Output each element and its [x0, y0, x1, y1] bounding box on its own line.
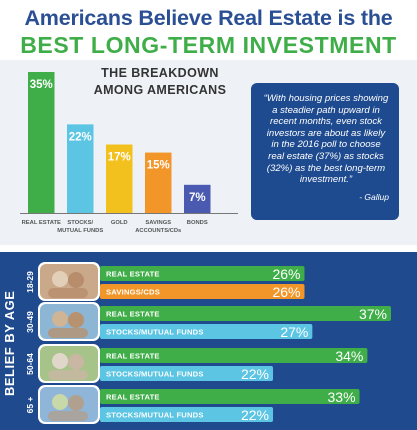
gallup-quote-box: “With housing prices showing a steadier …	[251, 83, 399, 220]
page-title-line2: BEST LONG-TERM INVESTMENT	[20, 32, 397, 58]
age-label: 30-49	[25, 311, 35, 333]
category-label: ACCOUNTS/CDs	[135, 228, 181, 234]
bar-value-label: 7%	[189, 192, 206, 204]
photo-person-head	[68, 272, 84, 288]
category-label: GOLD	[111, 220, 128, 226]
age-bar-value: 22%	[241, 407, 269, 423]
photo-person-head	[52, 271, 68, 287]
bar-4	[184, 184, 211, 213]
age-bar	[100, 324, 313, 339]
age-bar-label: STOCKS/MUTUAL FUNDS	[106, 370, 204, 379]
bar-3	[145, 152, 172, 213]
photo-person-head	[68, 395, 84, 411]
age-bar	[100, 407, 274, 422]
age-bar-value: 26%	[272, 284, 300, 300]
age-bar-label: REAL ESTATE	[106, 310, 160, 319]
photo-person-head	[68, 354, 84, 370]
age-bar-label: REAL ESTATE	[106, 270, 160, 279]
photo-person-head	[52, 353, 68, 369]
bar-2	[106, 144, 133, 213]
belief-by-age-title: BELIEF BY AGE	[2, 290, 17, 396]
age-bar-label: SAVINGS/CDS	[106, 288, 160, 297]
bar-value-label: 17%	[108, 152, 131, 164]
breakdown-title-line: THE BREAKDOWN	[101, 66, 219, 80]
quote-source: - Gallup	[359, 191, 389, 202]
age-bar-value: 34%	[335, 348, 363, 364]
age-bar-value: 33%	[328, 389, 356, 405]
bar-0	[28, 72, 55, 213]
photo-person-head	[52, 394, 68, 410]
age-bar-value: 22%	[241, 366, 269, 382]
category-label: REAL ESTATE	[22, 220, 61, 226]
photo-person-head	[68, 312, 84, 328]
bar-value-label: 22%	[69, 131, 92, 143]
age-bar-value: 27%	[280, 324, 308, 340]
age-bar-label: REAL ESTATE	[106, 393, 160, 402]
age-bar	[100, 306, 391, 321]
category-label: BONDS	[187, 220, 208, 226]
age-bar-label: REAL ESTATE	[106, 352, 160, 361]
age-bar	[100, 389, 360, 404]
breakdown-title-line: AMONG AMERICANS	[94, 83, 227, 97]
photo-person-body	[48, 411, 88, 421]
age-label: 65 +	[25, 397, 35, 414]
age-label: 18-29	[25, 271, 35, 293]
bar-value-label: 35%	[30, 79, 53, 91]
photo-person-body	[48, 288, 88, 298]
age-label: 50-64	[25, 353, 35, 375]
photo-person-head	[52, 311, 68, 327]
age-bar	[100, 266, 305, 281]
age-bar	[100, 348, 368, 363]
age-bar-label: STOCKS/MUTUAL FUNDS	[106, 411, 204, 420]
bar-value-label: 15%	[147, 160, 170, 172]
category-label: MUTUAL FUNDS	[57, 228, 103, 234]
age-bar-value: 26%	[272, 266, 300, 282]
age-bar-value: 37%	[359, 306, 387, 322]
category-label: SAVINGS	[145, 220, 171, 226]
page-title-line1: Americans Believe Real Estate is the	[24, 6, 393, 30]
photo-person-body	[48, 370, 88, 380]
age-bar-label: STOCKS/MUTUAL FUNDS	[106, 328, 204, 337]
quote-text: “With housing prices showing a steadier …	[263, 93, 389, 186]
photo-person-body	[48, 328, 88, 338]
age-bar	[100, 284, 305, 299]
bar-1	[67, 124, 94, 213]
category-label: STOCKS/	[67, 220, 93, 226]
age-bar	[100, 366, 274, 381]
